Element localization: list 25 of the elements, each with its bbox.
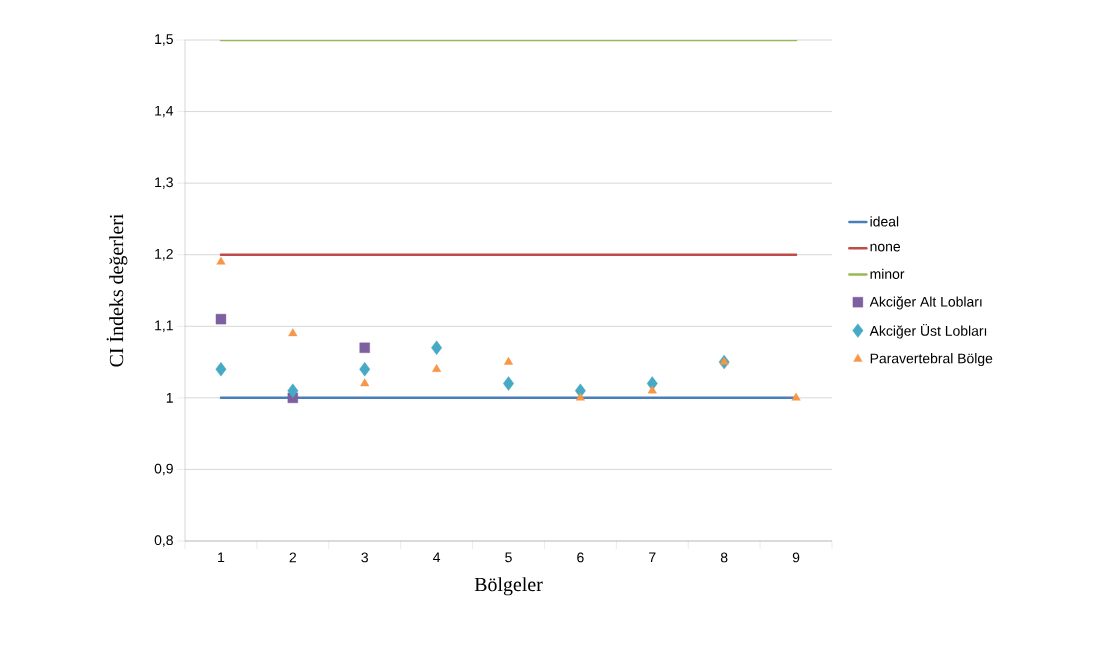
legend-label: Akciğer Alt Lobları <box>869 296 982 310</box>
y-tick-label: 1 <box>166 393 173 403</box>
y-tick-label: 1,5 <box>155 34 173 46</box>
y-tick-label: 0,9 <box>154 463 173 476</box>
x-tick-label: 1 <box>218 552 225 563</box>
legend-label: Akciğer Üst Lobları <box>869 324 987 339</box>
x-tick-label: 4 <box>433 552 441 563</box>
x-tick-label: 3 <box>361 552 368 563</box>
legend-label: none <box>870 243 901 252</box>
x-tick-label: 6 <box>577 552 584 563</box>
y-tick-label: 1,3 <box>155 177 173 189</box>
legend-label: minor <box>870 268 905 280</box>
x-tick-label: 2 <box>289 552 297 563</box>
y-tick-label: 1,4 <box>155 105 174 118</box>
x-tick-label: 5 <box>505 552 512 563</box>
legend-label: ideal <box>870 216 899 227</box>
x-tick-label: 7 <box>649 552 656 563</box>
x-axis-title: Bölgeler <box>474 577 543 596</box>
x-tick-label: 8 <box>720 552 728 563</box>
y-axis-title: CI İndeks değerleri <box>106 213 128 367</box>
legend-label: Paravertebral Bölge <box>870 353 993 367</box>
x-tick-label: 9 <box>792 552 800 563</box>
y-tick-label: 1,2 <box>155 248 173 261</box>
y-tick-label: 0,8 <box>154 535 173 547</box>
y-tick-label: 1,1 <box>155 320 173 332</box>
